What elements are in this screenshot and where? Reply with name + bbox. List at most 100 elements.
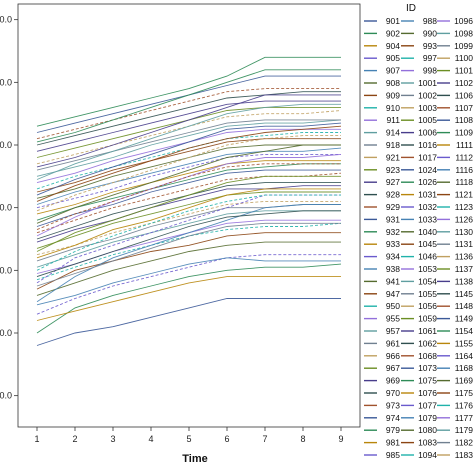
series-line bbox=[36, 100, 341, 152]
series-line bbox=[36, 147, 342, 205]
series-line bbox=[36, 169, 341, 227]
legend-label: 974 bbox=[386, 413, 400, 423]
legend-label: 928 bbox=[386, 190, 400, 200]
legend-label: 1075 bbox=[418, 376, 437, 386]
legend-label: 1154 bbox=[455, 326, 474, 336]
y-tick-label: 50.0 bbox=[0, 328, 12, 338]
legend-label: 923 bbox=[386, 165, 400, 175]
legend-label: 950 bbox=[386, 301, 400, 311]
series-line bbox=[36, 160, 341, 215]
legend-label: 973 bbox=[386, 400, 400, 410]
legend-label: 1136 bbox=[455, 252, 474, 262]
legend-label: 1002 bbox=[418, 90, 437, 100]
legend-label: 1176 bbox=[455, 400, 474, 410]
legend-label: 1096 bbox=[454, 16, 473, 26]
legend-label: 1130 bbox=[455, 227, 474, 237]
x-tick-label: 7 bbox=[262, 434, 267, 444]
y-tick-label: 80.0 bbox=[0, 140, 12, 150]
series-line bbox=[36, 138, 341, 193]
series-line bbox=[36, 94, 341, 168]
legend-label: 957 bbox=[386, 326, 400, 336]
series-line bbox=[36, 222, 341, 287]
legend-label: 927 bbox=[386, 177, 400, 187]
legend-label: 1126 bbox=[455, 214, 474, 224]
legend-label: 1055 bbox=[418, 289, 437, 299]
series-line bbox=[36, 56, 341, 127]
legend-label: 918 bbox=[386, 140, 400, 150]
y-tick-label: 70.0 bbox=[0, 203, 12, 213]
legend-label: 1183 bbox=[455, 450, 474, 460]
legend-label: 1169 bbox=[455, 376, 474, 386]
x-tick-label: 2 bbox=[72, 434, 77, 444]
legend-label: 1099 bbox=[454, 41, 473, 51]
legend-label: 1083 bbox=[418, 438, 437, 448]
x-tick-label: 1 bbox=[34, 434, 39, 444]
legend-label: 990 bbox=[423, 28, 437, 38]
legend-label: 1148 bbox=[455, 301, 474, 311]
legend-label: 932 bbox=[386, 227, 400, 237]
legend-label: 1138 bbox=[455, 276, 474, 286]
legend-label: 909 bbox=[386, 90, 400, 100]
legend-label: 1102 bbox=[455, 78, 474, 88]
legend-label: 966 bbox=[386, 351, 400, 361]
legend-label: 905 bbox=[386, 53, 400, 63]
legend-label: 1168 bbox=[455, 363, 474, 373]
series-line bbox=[36, 119, 342, 177]
legend-label: 1031 bbox=[418, 190, 437, 200]
x-tick-label: 6 bbox=[224, 434, 229, 444]
legend-label: 1077 bbox=[418, 400, 437, 410]
y-tick-label: 90.0 bbox=[0, 77, 12, 87]
legend-label: 1003 bbox=[418, 103, 437, 113]
legend-label: 1155 bbox=[455, 338, 474, 348]
legend-label: 1145 bbox=[455, 289, 474, 299]
legend-label: 1073 bbox=[418, 363, 437, 373]
series-line bbox=[36, 175, 341, 252]
legend-label: 1149 bbox=[455, 314, 474, 324]
legend-label: 1137 bbox=[455, 264, 474, 274]
series-line bbox=[36, 122, 342, 196]
legend-label: 1100 bbox=[455, 53, 474, 63]
plot-frame bbox=[17, 3, 361, 428]
legend-label: 1182 bbox=[455, 438, 474, 448]
legend-label: 1109 bbox=[455, 128, 474, 138]
legend-label: 969 bbox=[386, 376, 400, 386]
legend-label: 1079 bbox=[418, 413, 437, 423]
legend-label: 961 bbox=[386, 338, 400, 348]
legend-label: 1024 bbox=[418, 165, 437, 175]
series-layer bbox=[36, 56, 342, 346]
legend-label: 1016 bbox=[418, 140, 437, 150]
legend-label: 921 bbox=[386, 152, 400, 162]
legend-label: 1131 bbox=[455, 239, 474, 249]
legend-label: 1121 bbox=[455, 190, 474, 200]
legend-label: 993 bbox=[423, 41, 437, 51]
legend-label: 908 bbox=[386, 78, 400, 88]
legend-title: ID bbox=[406, 3, 416, 14]
legend-label: 1098 bbox=[454, 28, 473, 38]
legend-label: 1116 bbox=[455, 165, 473, 175]
series-line bbox=[36, 135, 341, 212]
series-line bbox=[36, 188, 341, 259]
legend-label: 1045 bbox=[418, 239, 437, 249]
legend-label: 907 bbox=[386, 66, 400, 76]
series-line bbox=[36, 241, 341, 296]
legend-label: 1179 bbox=[455, 425, 474, 435]
legend-label: 1107 bbox=[455, 103, 474, 113]
series-line bbox=[36, 276, 341, 321]
y-tick-label: 100.0 bbox=[0, 15, 12, 25]
x-tick-label: 8 bbox=[300, 434, 305, 444]
legend-label: 941 bbox=[386, 276, 400, 286]
series-line bbox=[36, 210, 341, 278]
legend-label: 914 bbox=[386, 128, 400, 138]
legend-label: 910 bbox=[386, 103, 400, 113]
legend-label: 1033 bbox=[418, 214, 437, 224]
legend-label: 1005 bbox=[418, 115, 437, 125]
series-line bbox=[36, 232, 341, 290]
series-line bbox=[36, 163, 341, 231]
legend-label: 1164 bbox=[455, 351, 474, 361]
legend-label: 1094 bbox=[418, 450, 437, 460]
legend-label: 1032 bbox=[418, 202, 437, 212]
series-line bbox=[36, 204, 341, 303]
series-line bbox=[36, 298, 341, 346]
series-line bbox=[36, 153, 341, 209]
